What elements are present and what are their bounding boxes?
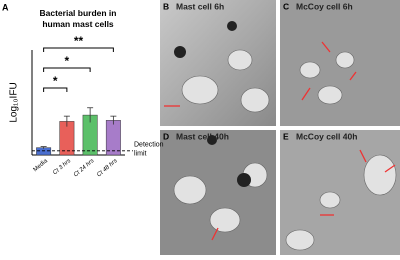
panel-letter: D xyxy=(163,131,169,141)
significance-bracket xyxy=(43,67,91,72)
bar xyxy=(105,120,121,156)
panel-caption: Mast cell 40h xyxy=(176,131,229,141)
x-tick-label: Ct 3 hrs xyxy=(52,158,72,176)
vacuoles xyxy=(173,49,397,251)
significance-label: ** xyxy=(74,34,84,48)
annotation: limit xyxy=(134,151,146,158)
y-axis-label: Log₁₀IFU xyxy=(9,82,20,122)
panel-caption: Mast cell 6h xyxy=(176,1,224,11)
significance-label: * xyxy=(65,54,70,68)
panel-letter: A xyxy=(2,2,9,12)
panel-letter: B xyxy=(163,1,169,11)
chart-title: Bacterial burden in human mast cells xyxy=(40,8,117,29)
bar xyxy=(36,147,52,156)
panel-caption: McCoy cell 6h xyxy=(296,1,353,11)
x-tick-label: Ct 48 hrs xyxy=(96,158,119,178)
significance-bracket xyxy=(43,47,114,52)
panel-letter: C xyxy=(283,1,289,11)
significance-bracket xyxy=(43,87,68,92)
annotation: Detection xyxy=(134,142,164,149)
arrows xyxy=(164,41,396,241)
significance-label: * xyxy=(53,74,58,88)
panel-letter: E xyxy=(283,131,289,141)
granules xyxy=(174,21,251,187)
x-tick-label: Media xyxy=(33,158,50,174)
x-tick-label: Ct 24 hrs xyxy=(73,158,96,178)
panel-caption: McCoy cell 40h xyxy=(296,131,357,141)
